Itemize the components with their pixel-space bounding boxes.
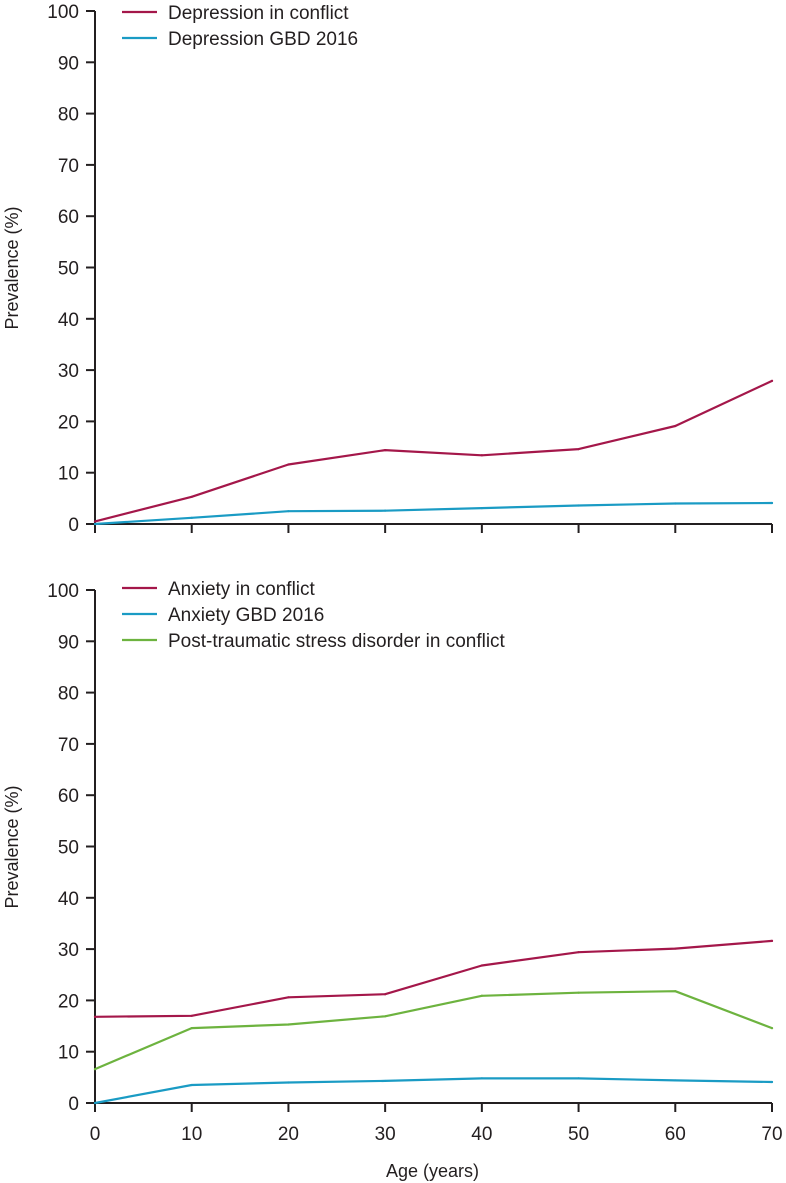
x-tick-label: 0 <box>90 1124 101 1145</box>
x-tick-label: 20 <box>278 1124 299 1145</box>
data-point <box>384 1015 387 1018</box>
x-tick-label: 70 <box>761 1124 782 1145</box>
data-point <box>577 991 580 994</box>
data-point <box>287 463 290 466</box>
data-point <box>480 994 483 997</box>
data-point <box>770 501 774 505</box>
data-point <box>674 424 677 428</box>
x-tick-label: 50 <box>568 1124 589 1145</box>
data-point <box>480 1077 483 1080</box>
data-point <box>287 510 290 513</box>
y-tick-label: 70 <box>58 735 79 756</box>
data-point <box>384 509 387 512</box>
data-point <box>770 1027 774 1030</box>
legend-label: Post-traumatic stress disorder in confli… <box>168 631 506 652</box>
series-line <box>93 939 774 1018</box>
data-point <box>770 939 774 942</box>
y-tick-label: 70 <box>58 156 79 177</box>
data-point <box>93 520 97 523</box>
data-point <box>287 1081 290 1084</box>
y-tick-label: 50 <box>58 259 79 280</box>
y-tick-label: 90 <box>58 53 79 74</box>
data-point <box>674 947 677 950</box>
y-tick-label: 30 <box>58 940 79 961</box>
y-tick-label: 80 <box>58 105 79 126</box>
series-line <box>93 501 774 526</box>
data-point <box>93 1068 97 1071</box>
y-tick-label: 100 <box>47 2 79 23</box>
data-point <box>674 502 677 505</box>
data-point <box>190 1014 193 1017</box>
y-tick-label: 10 <box>58 464 79 485</box>
x-tick-label: 40 <box>471 1124 492 1145</box>
data-point <box>674 1079 677 1082</box>
y-tick-label: 80 <box>58 684 79 705</box>
series-line <box>93 990 774 1071</box>
series-line <box>93 1077 774 1105</box>
y-axis-title: Prevalence (%) <box>2 206 22 329</box>
data-point <box>190 495 193 498</box>
y-tick-label: 40 <box>58 889 79 910</box>
y-tick-label: 0 <box>68 515 79 536</box>
y-tick-label: 60 <box>58 786 79 807</box>
y-axis-title: Prevalence (%) <box>2 785 22 908</box>
y-tick-label: 40 <box>58 310 79 331</box>
y-tick-label: 30 <box>58 361 79 382</box>
y-tick-label: 20 <box>58 412 79 433</box>
y-tick-label: 100 <box>47 581 79 602</box>
y-tick-label: 10 <box>58 1043 79 1064</box>
x-tick-label: 30 <box>375 1124 396 1145</box>
legend-label: Anxiety GBD 2016 <box>168 605 324 626</box>
legend-label: Anxiety in conflict <box>168 579 316 600</box>
data-point <box>577 504 580 507</box>
legend: Anxiety in conflict Anxiety GBD 2016 Post-… <box>122 579 506 652</box>
data-point <box>577 448 580 451</box>
data-point <box>770 379 774 382</box>
legend-label: Depression in conflict <box>168 3 349 24</box>
data-point <box>770 1080 774 1084</box>
data-point <box>577 951 580 954</box>
x-axis-title: Age (years) <box>386 1161 479 1181</box>
data-point <box>577 1077 580 1080</box>
data-point <box>287 1023 290 1026</box>
data-point <box>93 1015 97 1018</box>
y-tick-label: 90 <box>58 632 79 653</box>
data-point <box>190 1027 193 1030</box>
data-point <box>384 1079 387 1083</box>
y-tick-label: 50 <box>58 838 79 859</box>
data-point <box>480 506 483 510</box>
panel-anxiety-ptsd: 0 10 20 30 40 50 60 70 80 90 100 0 10 20 30 40 50 60 70 Pre… <box>2 579 783 1181</box>
data-point <box>674 990 677 993</box>
data-point <box>93 1101 97 1105</box>
data-point <box>190 516 193 519</box>
data-point <box>93 522 97 526</box>
y-tick-label: 20 <box>58 991 79 1012</box>
legend: Depression in conflict Depression GBD 201… <box>122 3 358 50</box>
x-tick-label: 60 <box>665 1124 686 1145</box>
data-point <box>384 449 387 452</box>
series-line <box>93 379 774 523</box>
y-tick-label: 0 <box>68 1094 79 1115</box>
data-point <box>384 993 387 996</box>
x-tick-label: 10 <box>181 1124 202 1145</box>
data-point <box>190 1083 193 1087</box>
data-point <box>480 454 483 457</box>
data-point <box>287 996 290 999</box>
data-point <box>480 964 483 967</box>
legend-label: Depression GBD 2016 <box>168 29 358 50</box>
panel-depression: 0 10 20 30 40 50 60 70 80 90 100 Prevalence (%) Depr… <box>2 2 774 536</box>
y-tick-label: 60 <box>58 207 79 228</box>
